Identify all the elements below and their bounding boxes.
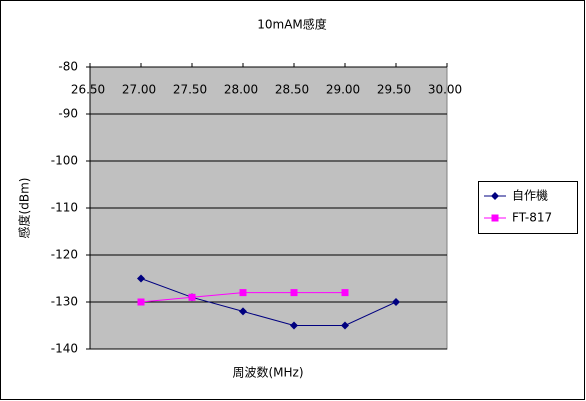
marker	[137, 298, 145, 306]
legend-marker	[491, 214, 499, 222]
x-axis-label: 周波数(MHz)	[232, 365, 303, 380]
legend-box	[478, 181, 578, 234]
x-tick-label: 28.50	[275, 83, 309, 97]
x-tick-label: 30.00	[428, 83, 462, 97]
y-tick-label: -90	[58, 107, 78, 121]
chart-title: 10mAM感度	[257, 17, 327, 32]
x-tick-label: 29.50	[377, 83, 411, 97]
legend-label: FT-817	[512, 211, 552, 225]
marker	[341, 321, 349, 330]
marker	[392, 298, 400, 306]
marker	[290, 289, 298, 297]
y-tick-label: -130	[51, 295, 78, 309]
marker	[239, 307, 247, 316]
marker	[188, 293, 196, 301]
y-tick-label: -140	[51, 342, 78, 356]
y-tick-label: -110	[51, 201, 78, 215]
y-axis-label: 感度(dBm)	[17, 178, 32, 239]
x-tick-label: 27.00	[122, 83, 156, 97]
legend-label: 自作機	[512, 188, 548, 203]
legend-marker	[491, 192, 499, 200]
x-tick-label: 29.00	[326, 83, 360, 97]
marker	[137, 274, 145, 283]
marker	[290, 321, 298, 330]
x-tick-label: 27.50	[173, 83, 207, 97]
marker	[341, 289, 349, 297]
series-line	[140, 278, 397, 326]
x-tick-label: 26.50	[71, 83, 105, 97]
marker	[239, 289, 247, 297]
y-tick-label: -100	[51, 154, 78, 168]
y-tick-label: -80	[58, 60, 78, 74]
y-tick-label: -120	[51, 248, 78, 262]
x-tick-label: 28.00	[224, 83, 258, 97]
